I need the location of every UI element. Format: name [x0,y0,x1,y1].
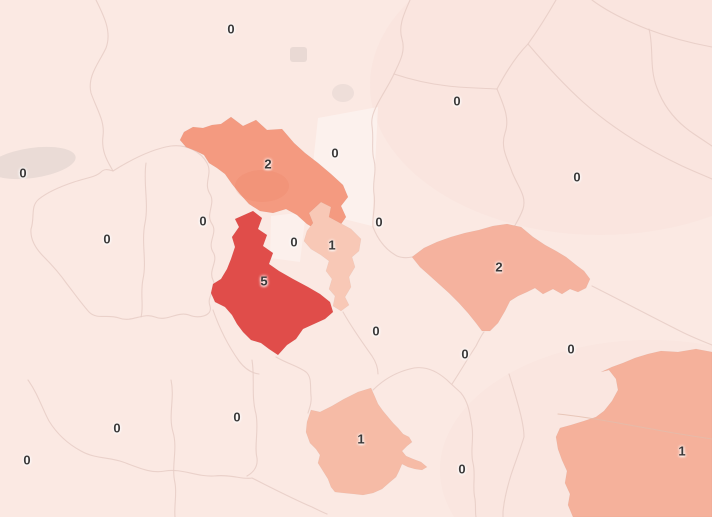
boundary-line [393,73,498,90]
boundary-line [140,162,147,318]
boundary-line [371,0,411,228]
boundary-line [648,28,712,147]
boundary-line [342,311,379,375]
region-north-salmon[interactable] [179,116,349,231]
boundary-line [372,226,413,259]
boundary-line [591,285,712,346]
region-shading-patch [235,170,289,202]
boundary-line [170,379,177,517]
boundary-line [27,379,328,515]
boundary-line [212,309,260,375]
urban-patches [0,47,354,180]
boundary-line [591,0,712,48]
region-east-salmon[interactable] [411,223,591,332]
boundary-line [246,359,258,477]
boundary-line [30,145,216,320]
boundary-line [557,413,712,440]
boundary-lines [27,0,712,517]
region-center-light[interactable] [303,201,362,312]
boundary-line [496,88,525,232]
boundary-line [275,356,312,414]
region-central-red[interactable] [210,210,334,356]
choropleth-regions [179,116,712,517]
region-southeast-salmon[interactable] [555,348,712,517]
boundary-line [527,43,712,180]
boundary-line [372,367,477,517]
boundary-line [451,331,485,385]
region-south-salmon[interactable] [305,387,428,496]
boundary-line [502,373,525,517]
boundary-line [89,0,114,172]
